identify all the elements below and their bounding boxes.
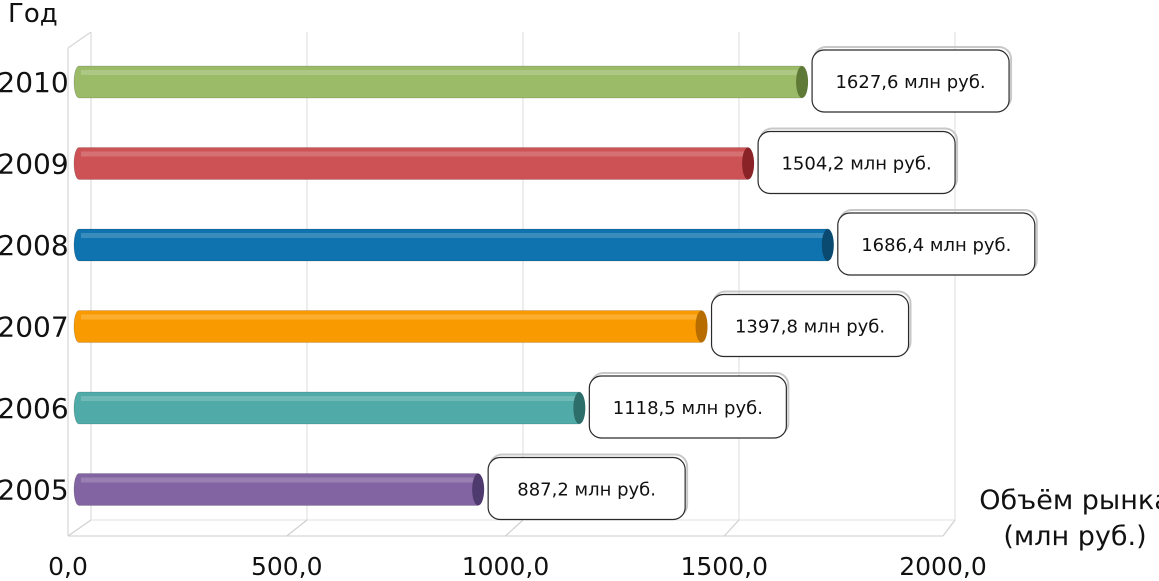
data-label: 1627,6 млн руб. [811,46,1013,113]
bar [73,391,580,425]
data-label-text: 1397,8 млн руб. [735,317,885,338]
data-label: 1504,2 млн руб. [757,127,959,195]
bar-highlight [81,396,578,401]
y-tick-label: 2010 [0,66,69,99]
data-label-box [757,130,956,195]
x-axis-label-line1: Объём рынка [979,485,1159,516]
data-label-text: 1627,6 млн руб. [835,72,985,93]
data-label: 1686,4 млн руб. [837,209,1038,276]
x-axis-label-line2: (млн руб.) [1003,521,1146,552]
floor-gridline [723,519,740,537]
data-label-text: 1504,2 млн руб. [781,154,931,175]
data-labels-layer: 1627,6 млн руб. 1504,2 млн руб. 1686,4 млн… [487,46,1038,521]
data-label: 887,2 млн руб. [487,453,689,521]
x-tick-label: 1000,0 [462,552,549,581]
floor-gridline [942,519,956,537]
bar-end-cap [695,310,708,343]
data-label-box [837,212,1036,276]
floor-gridline [286,519,308,537]
floor-gridline [67,519,92,537]
bar-end-cap [796,66,809,98]
bar-highlight [81,477,477,483]
bar [73,473,479,506]
data-label-box [487,456,686,521]
data-label-box [588,375,787,439]
data-label-text: 1118,5 млн руб. [613,398,763,419]
data-label-text: 887,2 млн руб. [517,480,656,501]
data-label: 1397,8 млн руб. [710,290,912,358]
floor-gridline [505,519,524,537]
y-tick-label: 2007 [0,311,69,344]
bar-end-cap [742,147,755,180]
bar-highlight [81,314,700,320]
data-label-text: 1686,4 млн руб. [861,235,1011,256]
bar-end-cap [573,392,586,424]
y-tick-label: 2005 [0,474,69,507]
data-label-box [811,49,1010,113]
bar [73,147,749,180]
bar-end-cap [821,229,834,261]
bar-end-cap [472,473,485,506]
bar-highlight [81,233,826,238]
left-wall-top [67,31,92,49]
y-tick-label: 2008 [0,229,69,262]
x-tick-label: 0,0 [48,552,88,581]
data-label-box [710,293,910,358]
bar [73,228,829,262]
bars-layer [73,65,834,506]
bar [73,65,803,99]
y-tick-label: 2009 [0,148,69,181]
x-tick-label: 2000,0 [899,552,986,581]
x-tick-label: 500,0 [251,552,323,581]
x-tick-label: 1500,0 [681,552,768,581]
bar [73,310,702,343]
bar-highlight [81,70,801,75]
y-axis-label: Год [8,0,58,29]
data-label: 1118,5 млн руб. [588,372,790,439]
bar-highlight [81,151,747,157]
y-tick-label: 2006 [0,392,69,425]
